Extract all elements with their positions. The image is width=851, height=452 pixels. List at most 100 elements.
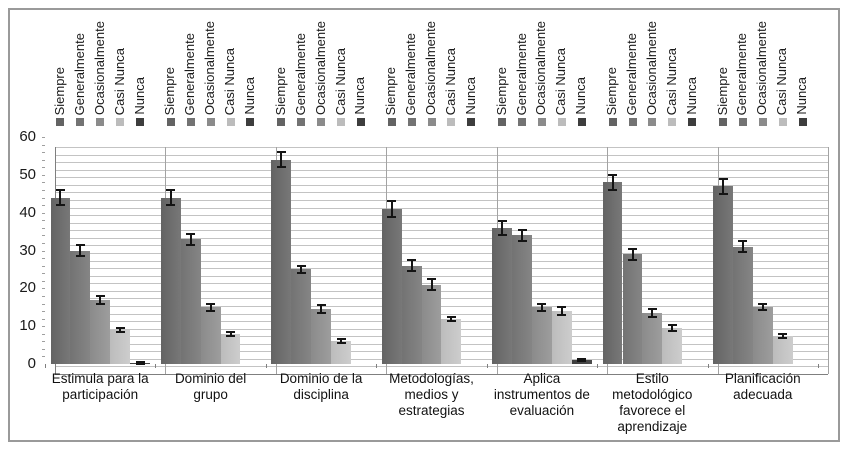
legend-swatch — [297, 118, 306, 126]
legend-swatch — [577, 118, 586, 126]
error-bar-cap-bottom — [557, 313, 567, 316]
legend-swatch — [537, 118, 546, 126]
bar-casi-nunca — [662, 328, 683, 364]
legend-swatch — [608, 118, 617, 126]
error-bar-line — [390, 201, 393, 217]
y-tick-label: 50 — [19, 165, 36, 183]
legend-label: Siempre — [162, 66, 178, 115]
legend-swatch — [668, 118, 677, 126]
error-bar-cap-bottom — [186, 243, 196, 246]
legend-swatch — [317, 118, 326, 126]
error-bar-cap-top — [446, 315, 456, 318]
error-bar-cap-bottom — [226, 334, 235, 337]
gridline — [55, 230, 828, 232]
gridline — [55, 305, 828, 307]
bar-generalmente — [733, 246, 753, 364]
bar-casi-nunca — [331, 341, 351, 364]
error-bar-cap-bottom — [427, 289, 436, 292]
error-bar-cap-top — [206, 302, 216, 305]
y-axis-minor-tick — [42, 265, 45, 267]
gridline — [55, 192, 828, 194]
x-axis-tick — [707, 364, 709, 368]
category-label: Metodologías, medios y estrategias — [389, 371, 474, 418]
bar-generalmente — [70, 250, 91, 364]
bar-siempre — [381, 208, 402, 364]
category-label: Estilo metodológico favorece el aprendiz… — [612, 371, 693, 434]
legend-swatch — [498, 118, 507, 126]
gridline — [55, 222, 828, 224]
legend-swatch — [76, 118, 85, 126]
legend-swatch — [226, 118, 235, 126]
y-axis-minor-tick — [42, 333, 45, 335]
legend-label: Casi Nunca — [222, 47, 237, 115]
error-bar-line — [560, 307, 563, 315]
legend-swatch — [758, 118, 767, 126]
bar-casi-nunca — [551, 311, 572, 364]
error-bar-line — [59, 190, 62, 206]
error-bar-cap-bottom — [115, 330, 125, 333]
error-bar-cap-top — [135, 361, 145, 364]
x-axis-tick — [597, 364, 599, 368]
legend-label: Ocasionalmente — [643, 21, 659, 115]
legend-label: Siempre — [714, 66, 730, 115]
y-axis-minor-tick — [42, 348, 45, 350]
legend-label: Siempre — [51, 66, 67, 115]
y-axis-minor-tick — [42, 235, 45, 237]
y-tick-label: 60 — [19, 128, 36, 145]
legend-label: Generalmente — [513, 32, 529, 115]
legend-swatch — [648, 118, 657, 126]
error-bar-line — [501, 221, 504, 235]
error-bar-cap-bottom — [608, 189, 618, 191]
y-tick-label: 0 — [27, 355, 36, 372]
gridline — [55, 215, 828, 217]
category-separator-line — [828, 147, 829, 374]
error-bar-line — [761, 304, 764, 311]
bar-ocasionalmente — [752, 307, 773, 365]
error-bar-cap-top — [316, 304, 326, 307]
error-bar-line — [340, 339, 342, 344]
y-axis-minor-tick — [42, 258, 45, 260]
gridline — [55, 283, 828, 285]
error-bar-cap-top — [497, 220, 507, 222]
gridline — [55, 207, 828, 209]
error-bar-cap-bottom — [336, 342, 346, 345]
error-bar-cap-top — [647, 308, 657, 311]
legend-swatch — [186, 118, 195, 126]
error-bar-line — [580, 359, 583, 362]
legend-label: Generalmente — [71, 32, 87, 115]
legend-label: Generalmente — [403, 32, 419, 115]
gridline — [55, 169, 828, 171]
legend-label: Ocasionalmente — [91, 21, 107, 115]
legend-label: Casi Nunca — [332, 47, 348, 115]
x-axis-tick — [376, 364, 378, 368]
legend-label: Ocasionalmente — [754, 21, 770, 115]
legend-swatch — [688, 118, 697, 126]
bar-casi-nunca — [772, 335, 793, 364]
gridline — [55, 184, 828, 186]
y-tick-label: 40 — [19, 203, 36, 221]
legend-label: Siempre — [604, 66, 620, 115]
bar-generalmente — [401, 265, 422, 364]
legend-swatch — [427, 118, 436, 126]
legend-swatch — [467, 118, 476, 126]
error-bar-cap-bottom — [387, 215, 397, 218]
bar-siempre — [50, 197, 71, 364]
y-axis-minor-tick — [42, 212, 45, 214]
legend-label: Nunca — [352, 77, 368, 115]
error-bar-cap-bottom — [446, 319, 456, 322]
legend-swatch — [628, 118, 637, 126]
legend-label: Casi Nunca — [774, 47, 790, 115]
error-bar-cap-bottom — [407, 270, 417, 273]
legend-swatch — [56, 118, 65, 126]
gridline — [55, 177, 828, 179]
error-bar-cap-bottom — [577, 360, 587, 363]
bar-casi-nunca — [220, 333, 241, 364]
legend-label: Siempre — [383, 66, 399, 115]
error-bar-cap-top — [557, 306, 567, 309]
legend-label: Nunca — [462, 77, 478, 115]
gridline — [55, 313, 828, 315]
error-bar-line — [189, 233, 192, 245]
error-bar-cap-bottom — [517, 240, 527, 242]
error-bar-cap-top — [537, 302, 547, 305]
